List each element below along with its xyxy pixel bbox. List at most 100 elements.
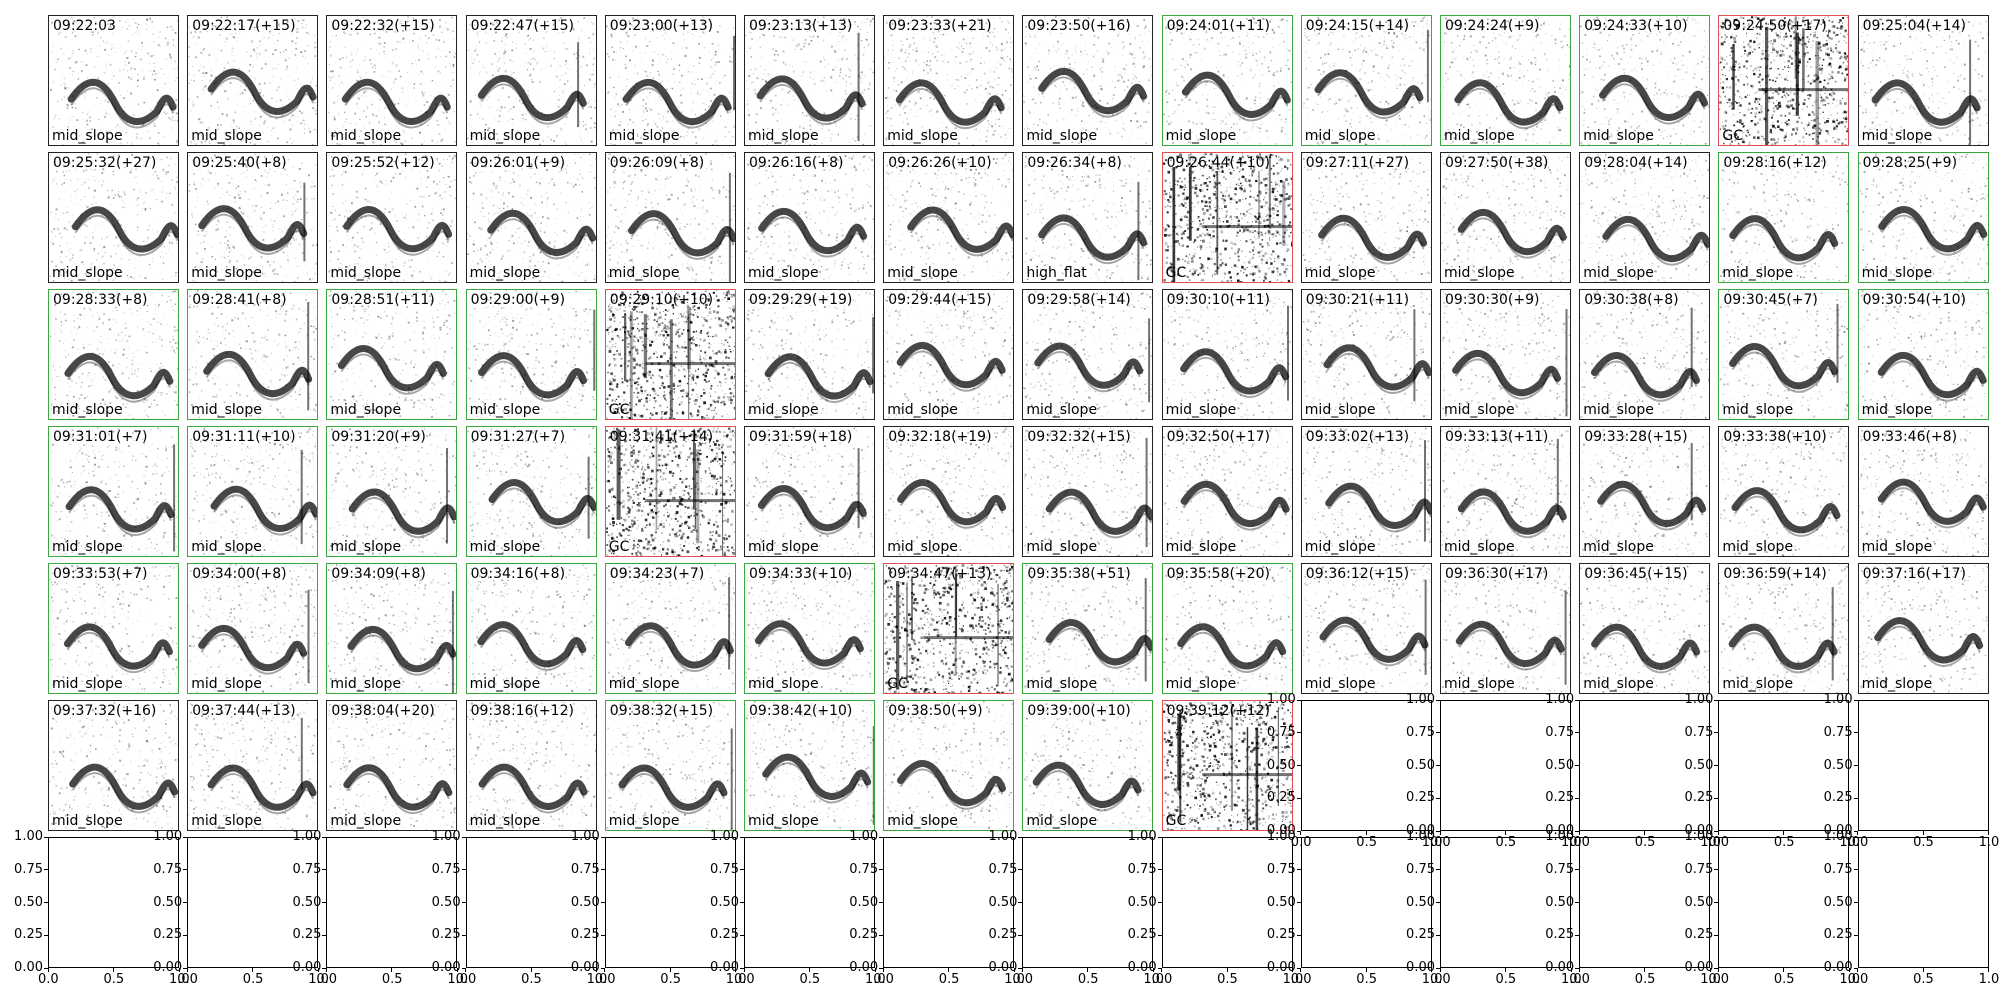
x-tick-label: 0.5 [1356, 836, 1377, 850]
spectrogram-panel: 09:23:33(+21) mid_slope [883, 15, 1015, 146]
panel-label: mid_slope [1862, 539, 1933, 555]
spectrogram-image [1302, 16, 1431, 145]
x-tick-mark [1709, 968, 1711, 972]
y-tick-label: 0.00 [1684, 824, 1713, 838]
y-tick-mark [1436, 699, 1440, 701]
panel-timestamp: 09:30:10(+11) [1167, 292, 1270, 308]
spectrogram-image [1162, 701, 1292, 830]
x-tick-label: 0.5 [1635, 836, 1656, 850]
spectrogram-image [605, 427, 735, 556]
y-tick-mark [1436, 732, 1440, 734]
x-tick-label: 0.0 [456, 973, 477, 987]
y-tick-mark [1018, 967, 1023, 969]
y-tick-mark [1714, 765, 1719, 766]
spectrogram-panel: 09:36:59(+14) mid_slope [1718, 563, 1850, 694]
y-tick-label: 1.00 [1824, 693, 1853, 707]
x-tick-label: 1.0 [1700, 836, 1721, 850]
y-tick-label: 0.50 [1824, 895, 1853, 910]
x-tick-mark [1087, 968, 1089, 972]
x-tick-mark [882, 968, 884, 972]
x-tick-mark [1161, 968, 1163, 972]
panel-label: mid_slope [1862, 128, 1933, 144]
x-tick-mark [1644, 831, 1646, 835]
spectrogram-image [1023, 427, 1153, 556]
panel-timestamp: 09:27:50(+38) [1445, 155, 1548, 171]
panel-label: GC [609, 539, 630, 555]
y-tick-label: 0.75 [1545, 725, 1574, 740]
y-tick-mark [1157, 902, 1162, 903]
y-tick-mark [44, 902, 48, 903]
spectrogram-image [1301, 427, 1431, 556]
spectrogram-image [1719, 290, 1849, 419]
spectrogram-panel: 09:37:44(+13) mid_slope [187, 700, 319, 831]
panel-label: mid_slope [1444, 402, 1515, 418]
y-tick-mark [183, 902, 188, 903]
y-tick-label: 0.75 [1267, 725, 1296, 740]
panel-timestamp: 09:38:32(+15) [610, 703, 713, 719]
y-tick-label: 0.75 [1684, 725, 1713, 740]
panel-label: mid_slope [887, 813, 958, 829]
spectrogram-image [1302, 564, 1431, 693]
y-tick-label: 0.25 [988, 928, 1017, 942]
y-tick-mark [1018, 934, 1023, 936]
panel-label: mid_slope [1862, 402, 1933, 418]
y-tick-label: 0.50 [988, 895, 1017, 910]
y-tick-mark [1853, 934, 1858, 936]
y-tick-label: 0.25 [1128, 928, 1157, 942]
spectrogram-panel: 09:30:45(+7) mid_slope [1718, 289, 1850, 420]
y-tick-label: 0.00 [1545, 824, 1574, 838]
panel-label: mid_slope [1305, 128, 1376, 144]
spectrogram-panel: 09:29:44(+15) mid_slope [883, 289, 1015, 420]
panel-label: mid_slope [1166, 402, 1237, 418]
y-tick-mark [1714, 732, 1719, 734]
panel-timestamp: 09:28:25(+9) [1863, 155, 1957, 171]
y-tick-mark [1853, 836, 1858, 838]
x-tick-mark [317, 968, 319, 972]
spectrogram-image [745, 564, 874, 693]
x-tick-label: 1.0 [308, 973, 329, 987]
panel-timestamp: 09:38:50(+9) [888, 703, 982, 719]
panel-timestamp: 09:24:33(+10) [1584, 18, 1687, 34]
panel-timestamp: 09:24:01(+11) [1167, 18, 1270, 34]
x-tick-mark [596, 968, 598, 972]
y-tick-label: 1.00 [571, 830, 600, 844]
x-tick-mark [743, 968, 745, 972]
y-tick-mark [461, 869, 466, 871]
y-tick-label: 0.25 [1406, 928, 1435, 942]
x-tick-label: 0.0 [1012, 973, 1033, 987]
spectrogram-image [885, 427, 1014, 556]
y-tick-mark [1575, 869, 1580, 871]
spectrogram-image [188, 564, 318, 693]
y-tick-mark [1296, 699, 1301, 701]
axes-frame [883, 837, 1015, 968]
spectrogram-image [467, 564, 596, 693]
x-tick-label: 0.5 [104, 973, 125, 987]
y-tick-label: 0.75 [432, 862, 461, 877]
y-tick-label: 0.75 [1545, 862, 1574, 877]
y-tick-label: 0.75 [988, 862, 1017, 877]
y-tick-mark [1436, 967, 1440, 969]
panel-timestamp: 09:31:41(+14) [610, 429, 713, 445]
x-tick-mark [1021, 968, 1023, 972]
x-tick-mark [1365, 968, 1367, 972]
spectrogram-image [466, 427, 596, 556]
panel-label: mid_slope [1583, 265, 1654, 281]
panel-label: mid_slope [470, 813, 541, 829]
empty-axes: 0.00 0.25 0.50 0.75 1.00 0.0 0.5 1.0 [1545, 830, 1721, 987]
y-tick-label: 0.00 [292, 961, 321, 975]
x-tick-label: 0.5 [1774, 836, 1795, 850]
panel-label: mid_slope [1305, 402, 1376, 418]
y-tick-mark [740, 967, 744, 969]
spectrogram-panel: 09:25:04(+14) mid_slope [1857, 15, 1989, 146]
spectrogram-panel: 09:36:12(+15) mid_slope [1300, 563, 1432, 694]
spectrogram-image [1441, 16, 1570, 145]
spectrogram-panel: 09:25:40(+8) mid_slope [187, 152, 319, 283]
spectrogram-panel: 09:31:11(+10) mid_slope [187, 426, 319, 557]
x-tick-mark [47, 968, 49, 972]
y-tick-label: 0.00 [1824, 824, 1853, 838]
y-tick-mark [322, 967, 327, 969]
panel-timestamp: 09:35:58(+20) [1167, 566, 1270, 582]
x-tick-mark [1578, 968, 1580, 972]
spectrogram-panel: 09:33:13(+11) mid_slope [1440, 426, 1571, 557]
panel-timestamp: 09:34:00(+8) [192, 566, 286, 582]
